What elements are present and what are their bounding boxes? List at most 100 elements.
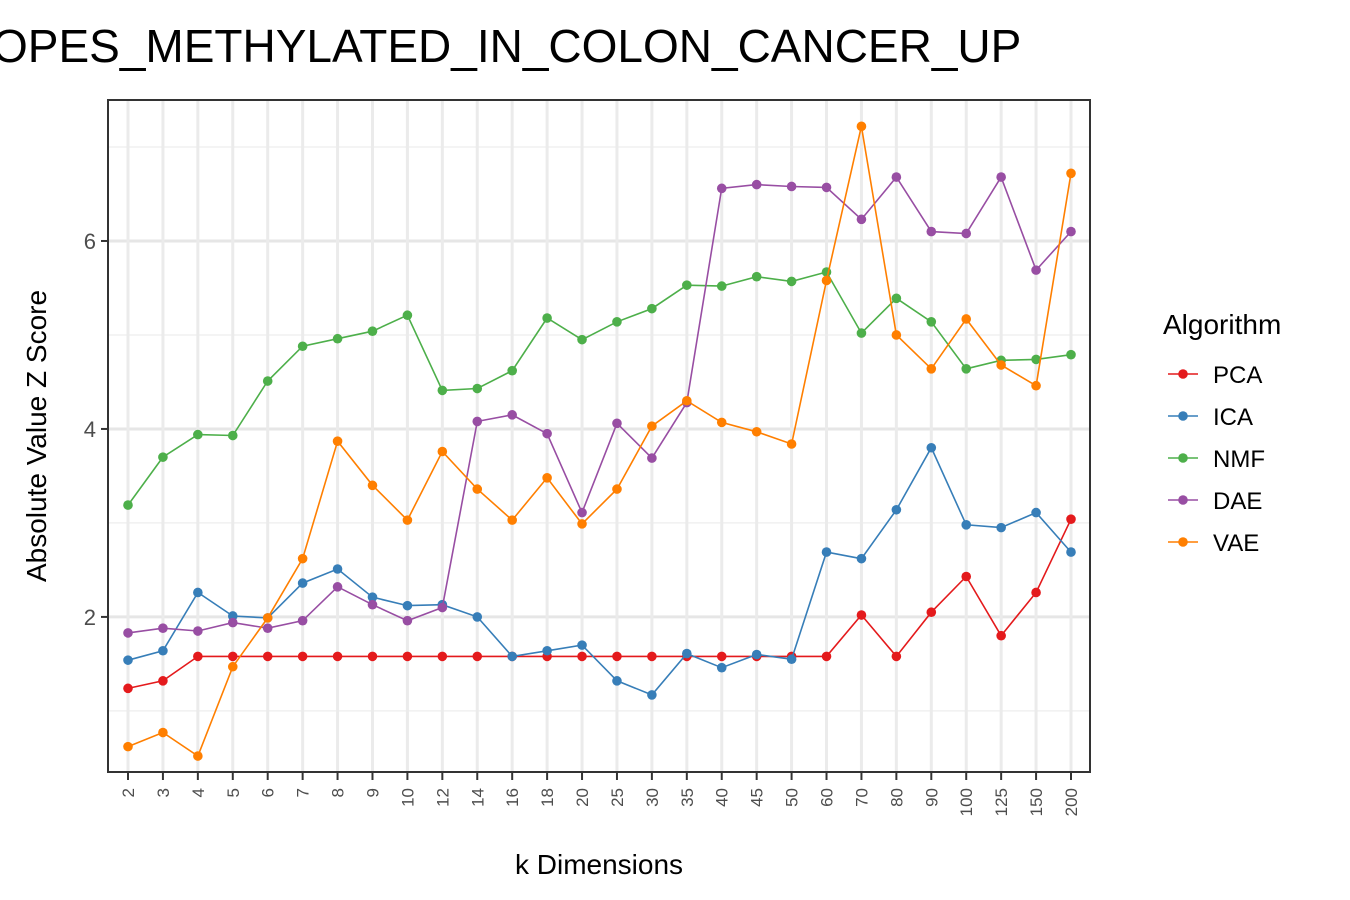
data-point-vae	[472, 484, 483, 494]
x-tick-label: 8	[329, 788, 348, 797]
x-tick-label: 25	[608, 788, 627, 807]
data-point-ica	[926, 442, 937, 453]
data-point-ica	[507, 651, 517, 662]
data-point-ica	[542, 645, 552, 656]
y-axis-title: Absolute Value Z Score	[21, 290, 52, 582]
legend-label-nmf: NMF	[1213, 446, 1265, 473]
data-point-dae	[193, 626, 203, 636]
chart-title: OPES_METHYLATED_IN_COLON_CANCER_UP	[0, 20, 1021, 72]
data-point-dae	[577, 507, 587, 518]
data-point-vae	[926, 364, 937, 374]
series-pca	[123, 514, 1076, 694]
data-point-vae	[682, 395, 692, 406]
legend-item-dae: DAE	[1168, 488, 1262, 515]
data-point-nmf	[332, 333, 343, 344]
series-line-nmf	[127, 271, 1072, 506]
data-point-pca	[926, 607, 937, 618]
data-point-ica	[123, 655, 133, 665]
data-point-vae	[716, 417, 727, 428]
data-point-dae	[961, 228, 972, 239]
data-point-ica	[682, 648, 692, 659]
x-tick-label: 4	[189, 788, 208, 797]
legend-marker-vae	[1178, 537, 1188, 547]
data-point-nmf	[716, 281, 727, 291]
data-point-ica	[716, 662, 727, 673]
data-point-pca	[996, 630, 1006, 641]
data-point-vae	[402, 515, 413, 525]
series-line-dae	[127, 175, 1072, 634]
x-tick-label: 150	[1027, 788, 1046, 816]
data-point-nmf	[472, 383, 483, 394]
y-tick-label: 6	[84, 229, 96, 254]
data-point-pca	[262, 651, 273, 662]
data-point-dae	[158, 623, 168, 634]
data-point-dae	[1031, 265, 1041, 275]
data-point-nmf	[786, 276, 797, 287]
data-point-dae	[891, 172, 902, 182]
series-line-ica	[127, 445, 1072, 696]
data-point-vae	[821, 275, 832, 286]
data-point-ica	[367, 592, 378, 602]
legend: Algorithm PCA ICA NMF DAE VAE	[1163, 309, 1281, 557]
data-point-pca	[367, 651, 378, 662]
data-point-vae	[158, 727, 168, 738]
data-point-ica	[856, 553, 867, 564]
data-point-nmf	[577, 334, 587, 345]
data-point-ica	[472, 612, 483, 622]
legend-item-vae: VAE	[1168, 530, 1259, 557]
data-point-dae	[227, 617, 238, 628]
data-point-pca	[227, 651, 238, 662]
data-point-dae	[262, 623, 273, 634]
data-point-vae	[123, 741, 133, 752]
x-tick-label: 6	[259, 788, 278, 797]
data-point-pca	[856, 610, 867, 620]
series-dae	[123, 172, 1076, 638]
data-point-vae	[1031, 380, 1041, 391]
data-point-vae	[262, 613, 273, 623]
data-point-pca	[647, 651, 657, 662]
x-tick-label: 18	[538, 788, 557, 807]
data-point-pca	[332, 651, 343, 662]
data-point-dae	[123, 628, 133, 638]
y-tick-label: 4	[84, 417, 96, 442]
data-point-vae	[647, 421, 657, 431]
data-point-dae	[297, 615, 308, 626]
data-point-dae	[612, 418, 622, 429]
data-point-nmf	[961, 364, 972, 374]
legend-label-dae: DAE	[1213, 488, 1262, 515]
data-point-ica	[996, 522, 1006, 533]
legend-title: Algorithm	[1163, 309, 1281, 340]
x-tick-label: 30	[643, 788, 662, 807]
series-ica	[123, 442, 1076, 700]
data-point-pca	[472, 651, 483, 662]
data-point-dae	[402, 615, 413, 626]
data-point-pca	[577, 651, 587, 662]
data-point-dae	[647, 453, 657, 463]
data-point-nmf	[227, 430, 238, 441]
data-point-dae	[507, 410, 517, 420]
data-point-pca	[891, 651, 902, 662]
data-point-dae	[926, 226, 937, 237]
data-point-ica	[821, 547, 832, 557]
data-point-vae	[193, 751, 203, 761]
data-point-pca	[402, 651, 413, 662]
data-point-nmf	[1031, 354, 1041, 365]
data-point-ica	[227, 611, 238, 621]
data-point-pca	[297, 651, 308, 662]
data-point-ica	[891, 504, 902, 515]
legend-label-pca: PCA	[1213, 362, 1262, 389]
data-point-pca	[821, 651, 832, 662]
data-point-vae	[542, 473, 552, 483]
x-tick-label: 7	[294, 788, 313, 797]
data-point-vae	[332, 436, 343, 446]
data-point-dae	[1066, 226, 1076, 237]
data-point-ica	[297, 578, 308, 588]
data-point-vae	[891, 330, 902, 340]
x-tick-label: 45	[748, 788, 767, 807]
data-point-dae	[332, 582, 343, 592]
x-tick-label: 35	[678, 788, 697, 807]
x-tick-label: 2	[119, 788, 138, 797]
series-vae	[123, 121, 1076, 761]
x-axis: 2 3 4 5 6 7 8 9 10 12 14 16 18 20 25 30 35 40 45 50 60 70 80 90…	[119, 772, 1081, 816]
data-point-pca	[961, 571, 972, 582]
